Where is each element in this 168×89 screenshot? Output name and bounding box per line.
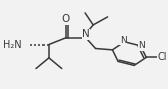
Text: H₂N: H₂N	[3, 40, 22, 49]
Text: N: N	[82, 29, 90, 39]
Text: N: N	[120, 36, 127, 45]
Text: Cl: Cl	[158, 52, 167, 62]
Text: N: N	[138, 41, 145, 50]
Text: O: O	[62, 14, 70, 24]
